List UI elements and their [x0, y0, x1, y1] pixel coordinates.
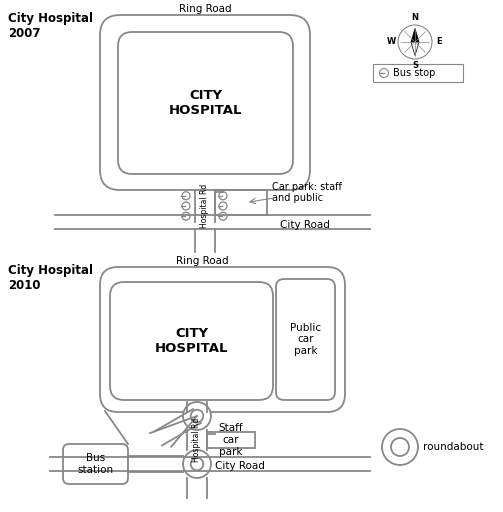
Text: W: W [386, 37, 396, 47]
Circle shape [219, 192, 227, 200]
Text: Ring Road: Ring Road [179, 4, 231, 14]
Polygon shape [411, 28, 419, 42]
Text: Public
car
park: Public car park [290, 323, 321, 356]
Text: S: S [412, 61, 418, 71]
Text: Bus stop: Bus stop [393, 68, 436, 78]
Circle shape [382, 429, 418, 465]
Text: City Road: City Road [280, 220, 330, 230]
Text: Hospital Rd: Hospital Rd [193, 418, 202, 462]
Text: Car park: staff
and public: Car park: staff and public [272, 182, 342, 203]
Text: Bus
station: Bus station [77, 453, 114, 475]
Circle shape [183, 402, 211, 430]
Text: CITY
HOSPITAL: CITY HOSPITAL [169, 89, 242, 117]
Bar [215, 190, 267, 215]
Text: roundabout: roundabout [423, 442, 483, 452]
Text: Hospital Rd: Hospital Rd [201, 184, 210, 228]
Text: Staff
car
park: Staff car park [219, 423, 243, 457]
Text: CITY
HOSPITAL: CITY HOSPITAL [155, 327, 228, 355]
Circle shape [379, 69, 388, 77]
Text: City Hospital
2007: City Hospital 2007 [8, 12, 93, 40]
Circle shape [391, 438, 409, 456]
Bar [373, 64, 463, 82]
Circle shape [183, 450, 211, 478]
Circle shape [182, 202, 190, 210]
Circle shape [182, 212, 190, 220]
Polygon shape [411, 42, 419, 56]
Circle shape [219, 212, 227, 220]
Circle shape [219, 202, 227, 210]
Text: City Hospital
2010: City Hospital 2010 [8, 264, 93, 292]
Text: Ring Road: Ring Road [176, 256, 229, 266]
Text: N: N [411, 13, 418, 23]
Circle shape [191, 458, 203, 471]
Bar [207, 432, 255, 448]
Circle shape [182, 192, 190, 200]
Text: City Road: City Road [215, 461, 265, 471]
Text: E: E [436, 37, 442, 47]
Circle shape [398, 25, 432, 59]
Circle shape [191, 410, 203, 422]
